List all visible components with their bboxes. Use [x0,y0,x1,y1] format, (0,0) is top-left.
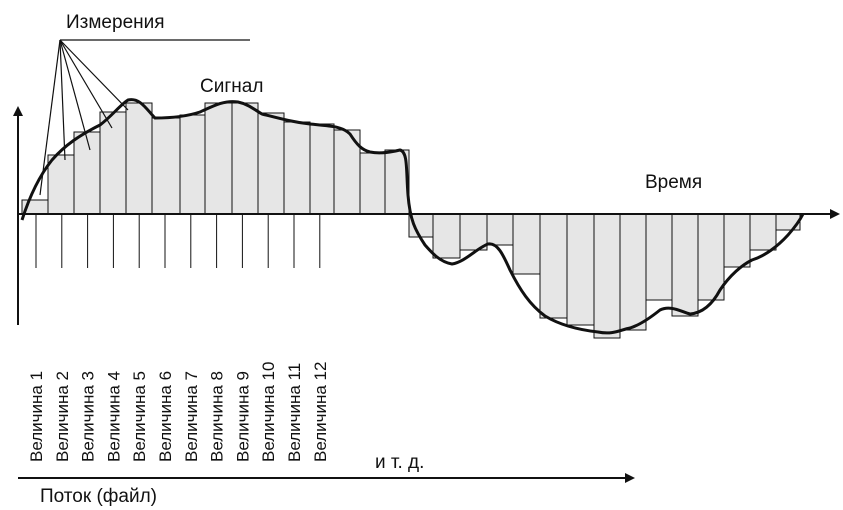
sample-bar [566,213,595,326]
sample-value-labels: Величина 1 Величина 2 Величина 3 Величина 4… [27,362,330,462]
sample-value-label: Величина 6 [156,371,175,462]
sample-value-label: Величина 11 [285,363,304,462]
sample-bar [645,213,673,301]
sample-value-label: Величина 1 [27,371,46,462]
sample-bars [21,102,801,339]
signal-curve [20,98,805,335]
sample-bar [486,213,514,246]
signal-label: Сигнал [200,76,263,97]
sample-bar [775,213,801,231]
sample-bar [257,112,285,215]
sample-bar [432,213,461,259]
sample-value-label: Величина 12 [311,362,330,462]
sample-bar [231,102,259,215]
sample-bar [309,123,335,215]
sample-bar [179,114,206,215]
sample-bar [151,117,181,215]
time-label: Время [645,172,702,193]
sample-bar [99,111,127,215]
stream-label: Поток (файл) [40,486,157,507]
sample-bar [125,102,153,215]
sample-bar [73,131,101,215]
sample-value-label: Величина 3 [79,371,98,462]
sample-bar [671,213,699,317]
sample-bar [47,154,75,215]
sample-value-label: Величина 8 [208,371,227,462]
sample-ticks [35,214,321,268]
etc-label: и т. д. [375,452,424,473]
sample-value-label: Величина 2 [53,371,72,462]
sample-value-label: Величина 10 [259,362,278,462]
sample-bar [359,152,386,215]
sample-bar [283,121,311,215]
sample-bar [749,213,777,251]
measurements-label: Измерения [66,12,165,33]
sample-bar [619,213,647,331]
sample-bar [697,213,725,301]
sample-bar [593,213,621,339]
sample-value-label: Величина 4 [104,371,123,462]
sample-value-label: Величина 5 [130,371,149,462]
sample-bar [204,102,233,215]
sample-bar [459,213,488,251]
sample-bar [512,213,541,275]
measurement-pointers [39,39,250,196]
sample-value-label: Величина 9 [233,371,252,462]
sample-bar [723,213,751,268]
sample-value-label: Величина 7 [182,371,201,462]
sample-bar [539,213,568,319]
